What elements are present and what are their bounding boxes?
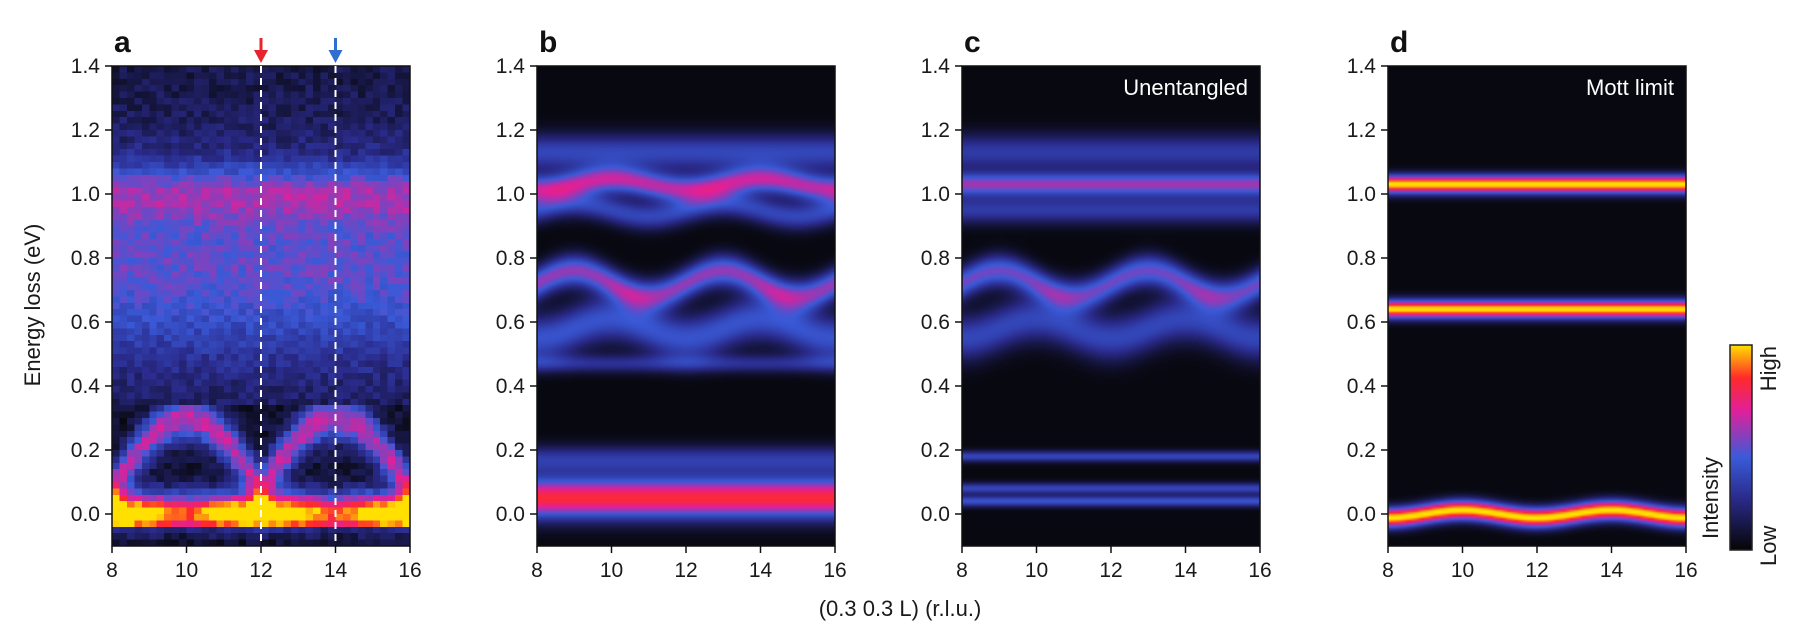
y-axis-title: Energy loss (eV): [20, 224, 45, 387]
colorbar-gradient: [1729, 344, 1753, 551]
heatmap-c: [962, 66, 1260, 546]
colorbar-high-label: High: [1756, 346, 1781, 391]
x-tick-label: 12: [1525, 559, 1548, 582]
panel-a: 0.0 0.2 0.4 0.6 0.8 1.0 1.2 1.4 8 10 12 14 16 a: [71, 26, 422, 582]
x-tick-label: 10: [1025, 559, 1048, 582]
x-axis-title: (0.3 0.3 L) (r.l.u.): [819, 596, 982, 621]
panels: 0.0 0.2 0.4 0.6 0.8 1.0 1.2 1.4 8 10 12 14 16 a 0.0 0.2…: [71, 26, 1698, 582]
panel-b: 0.0 0.2 0.4 0.6 0.8 1.0 1.2 1.4 8 10 12 14 16 b: [496, 26, 847, 582]
y-tick-label: 0.0: [71, 503, 100, 526]
y-tick-label: 1.0: [496, 183, 525, 206]
x-tick-label: 8: [1382, 559, 1394, 582]
panel-annotation-c: Unentangled: [1123, 75, 1248, 100]
panel-letter-b: b: [539, 26, 557, 59]
heatmap-b: [537, 66, 835, 546]
y-tick-label: 1.2: [921, 119, 950, 142]
x-tick-label: 14: [324, 559, 348, 582]
x-tick-label: 8: [956, 559, 968, 582]
y-tick-label: 0.0: [1347, 503, 1376, 526]
x-tick-label: 14: [1174, 559, 1198, 582]
x-tick-label: 16: [1248, 559, 1271, 582]
y-tick-label: 1.2: [71, 119, 100, 142]
x-tick-label: 16: [398, 559, 421, 582]
y-tick-label: 0.4: [1347, 375, 1377, 398]
y-tick-label: 1.4: [921, 55, 951, 78]
y-tick-label: 0.8: [496, 247, 525, 270]
y-tick-label: 0.4: [921, 375, 951, 398]
y-tick-label: 0.6: [1347, 311, 1376, 334]
y-tick-label: 1.0: [71, 183, 100, 206]
y-tick-label: 0.6: [496, 311, 525, 334]
y-tick-label: 0.4: [496, 375, 526, 398]
y-tick-label: 0.2: [496, 439, 525, 462]
y-tick-label: 0.8: [71, 247, 100, 270]
colorbar-low-label: Low: [1756, 526, 1781, 566]
x-tick-label: 16: [1674, 559, 1697, 582]
y-tick-label: 0.4: [71, 375, 101, 398]
x-tick-label: 12: [1099, 559, 1122, 582]
panel-letter-d: d: [1390, 26, 1408, 59]
y-tick-label: 0.8: [921, 247, 950, 270]
x-tick-label: 12: [249, 559, 272, 582]
x-tick-label: 10: [175, 559, 198, 582]
colorbar-label: Intensity: [1698, 457, 1723, 539]
y-tick-label: 0.2: [921, 439, 950, 462]
y-tick-label: 0.0: [496, 503, 525, 526]
y-tick-label: 0.8: [1347, 247, 1376, 270]
y-tick-label: 0.2: [71, 439, 100, 462]
y-tick-label: 1.4: [71, 55, 101, 78]
x-tick-label: 8: [106, 559, 118, 582]
x-tick-label: 14: [749, 559, 773, 582]
y-tick-label: 1.0: [1347, 183, 1376, 206]
heatmap-d: [1388, 66, 1686, 546]
panel-c: 0.0 0.2 0.4 0.6 0.8 1.0 1.2 1.4 8 10 12 14 16 c Unenta…: [921, 26, 1272, 582]
marker-arrow-head-14: [328, 50, 343, 63]
x-tick-label: 10: [600, 559, 623, 582]
x-tick-label: 8: [531, 559, 543, 582]
y-tick-label: 1.2: [496, 119, 525, 142]
x-tick-label: 10: [1451, 559, 1474, 582]
x-tick-label: 14: [1600, 559, 1624, 582]
panel-letter-a: a: [114, 26, 131, 59]
panel-letter-c: c: [964, 26, 981, 59]
y-tick-label: 0.0: [921, 503, 950, 526]
y-tick-label: 0.2: [1347, 439, 1376, 462]
colorbar: High Low Intensity: [1698, 344, 1781, 566]
y-tick-label: 1.4: [496, 55, 526, 78]
panel-d: 0.0 0.2 0.4 0.6 0.8 1.0 1.2 1.4 8 10 12 14 16 d Mott l…: [1347, 26, 1698, 582]
y-tick-label: 0.6: [71, 311, 100, 334]
x-tick-label: 12: [674, 559, 697, 582]
y-tick-label: 1.2: [1347, 119, 1376, 142]
y-tick-label: 0.6: [921, 311, 950, 334]
y-tick-label: 1.4: [1347, 55, 1377, 78]
x-tick-label: 16: [823, 559, 846, 582]
panel-annotation-d: Mott limit: [1586, 75, 1674, 100]
marker-arrow-head-12: [254, 50, 268, 63]
y-tick-label: 1.0: [921, 183, 950, 206]
